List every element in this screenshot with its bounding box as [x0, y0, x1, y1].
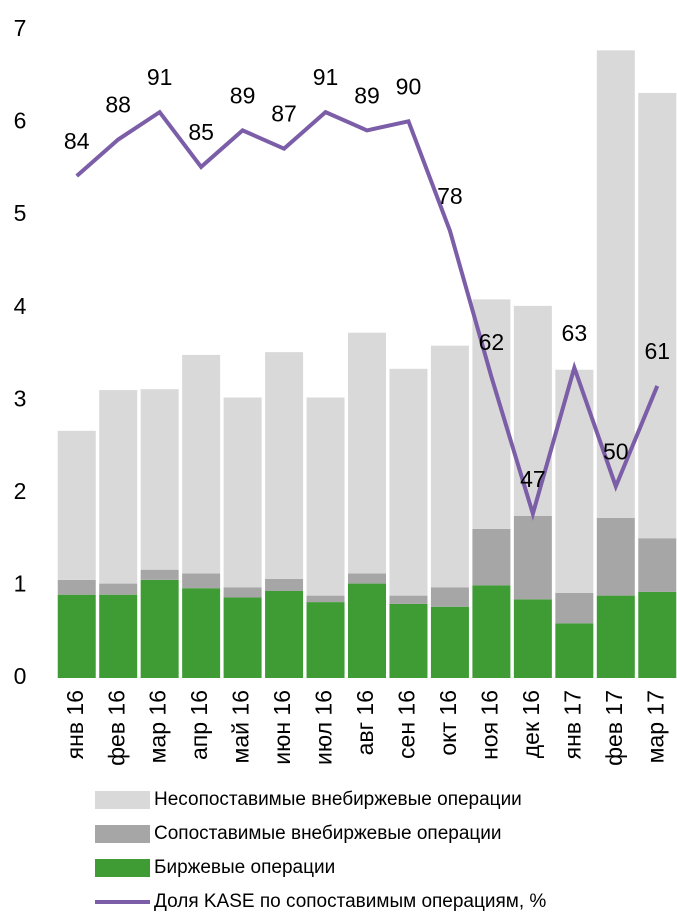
legend-label: Несопоставимые внебиржевые операции — [154, 789, 522, 810]
x-tick-label: ноя 16 — [476, 690, 502, 760]
bar — [99, 390, 138, 584]
x-tick-label: дек 16 — [518, 690, 544, 758]
data-label: 50 — [603, 438, 629, 464]
data-label: 88 — [105, 92, 131, 118]
bar — [596, 50, 635, 518]
bar — [638, 538, 677, 592]
bar — [513, 305, 552, 516]
bar — [140, 389, 179, 570]
legend-swatch — [95, 825, 150, 843]
line — [75, 109, 660, 521]
data-label: 91 — [147, 64, 173, 90]
bar — [430, 606, 469, 678]
x-tick-label: май 16 — [228, 690, 254, 763]
legend-label: Сопоставимые внебиржевые операции — [154, 823, 502, 844]
x-tick-label: фев 16 — [103, 690, 129, 766]
bar — [596, 517, 635, 596]
bar — [265, 352, 304, 579]
bar — [513, 516, 552, 600]
y-tick-label: 0 — [14, 663, 27, 689]
bar — [182, 588, 221, 678]
x-tick-label: июл 16 — [311, 690, 337, 765]
data-label: 85 — [188, 119, 214, 145]
data-label: 84 — [64, 128, 90, 154]
bar — [389, 603, 428, 678]
bar — [430, 587, 469, 607]
bar — [223, 397, 262, 588]
bar — [596, 595, 635, 678]
data-label: 89 — [354, 82, 380, 108]
bar — [182, 354, 221, 574]
bar — [555, 623, 594, 678]
bar — [265, 590, 304, 678]
bar — [430, 345, 469, 588]
bar — [140, 569, 179, 580]
bar — [140, 579, 179, 678]
bar — [223, 587, 262, 598]
bar — [472, 585, 511, 678]
bar — [389, 368, 428, 596]
x-tick-label: сен 16 — [394, 690, 420, 759]
bar — [99, 583, 138, 595]
x-tick-label: янв 17 — [559, 690, 585, 759]
x-tick-label: окт 16 — [435, 690, 461, 756]
x-tick-label: апр 16 — [186, 690, 212, 760]
y-tick-label: 3 — [14, 385, 27, 411]
data-label: 63 — [562, 320, 588, 346]
y-tick-label: 1 — [14, 571, 27, 597]
x-tick-label: фев 17 — [601, 690, 627, 766]
data-label: 87 — [271, 101, 297, 127]
y-tick-label: 6 — [14, 108, 27, 134]
bar — [638, 591, 677, 678]
bar — [348, 332, 386, 574]
x-tick-label: июн 16 — [269, 690, 295, 765]
data-label: 47 — [520, 466, 546, 492]
bar — [57, 594, 96, 678]
data-label: 89 — [230, 82, 256, 108]
bar — [57, 579, 96, 595]
y-tick-label: 2 — [14, 478, 27, 504]
data-label: 78 — [437, 183, 463, 209]
bar — [99, 594, 138, 678]
bar — [348, 573, 386, 584]
y-tick-label: 5 — [14, 200, 27, 226]
y-tick-label: 7 — [14, 15, 27, 41]
y-tick-label: 4 — [14, 293, 27, 319]
x-tick-label: мар 16 — [145, 690, 171, 763]
data-label: 61 — [644, 338, 670, 364]
legend-label: Доля KASE по сопоставимым операциям, % — [154, 891, 546, 912]
bar — [223, 597, 262, 678]
data-label: 90 — [396, 73, 422, 99]
bar — [555, 592, 594, 624]
x-tick-label: янв 16 — [62, 690, 88, 759]
bar — [348, 583, 386, 678]
bar — [306, 602, 345, 678]
bar — [306, 595, 345, 603]
bar — [57, 430, 96, 580]
data-label: 91 — [313, 64, 339, 90]
bar — [638, 92, 677, 539]
bar — [513, 599, 552, 678]
bar — [182, 573, 221, 589]
legend-swatch — [95, 791, 150, 809]
legend-label: Биржевые операции — [154, 857, 335, 878]
legend-swatch — [95, 859, 150, 877]
bar — [306, 397, 345, 596]
data-label: 62 — [479, 329, 505, 355]
x-tick-label: мар 17 — [642, 690, 668, 763]
bar — [265, 578, 304, 591]
bar — [472, 528, 511, 586]
x-tick-label: авг 16 — [352, 690, 378, 755]
bar — [389, 595, 428, 604]
